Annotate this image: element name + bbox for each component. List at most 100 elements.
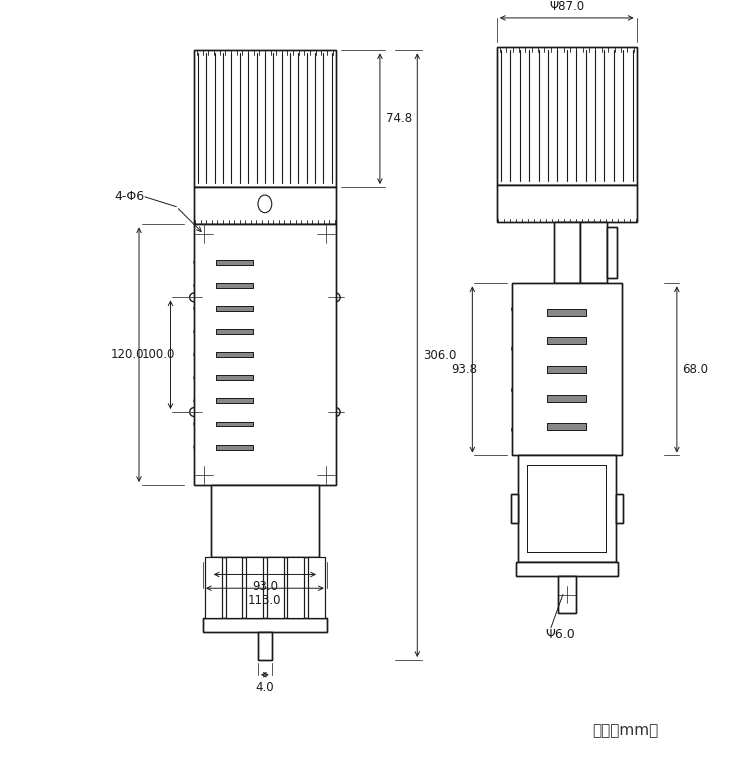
Circle shape: [194, 283, 199, 288]
Bar: [558, 576, 575, 613]
Text: Ψ6.0: Ψ6.0: [545, 628, 574, 640]
Circle shape: [194, 306, 199, 311]
Circle shape: [512, 346, 516, 351]
Circle shape: [194, 398, 199, 403]
Circle shape: [190, 293, 199, 302]
Bar: [547, 423, 586, 430]
Bar: [216, 306, 253, 311]
Text: 93.8: 93.8: [452, 363, 477, 376]
Bar: [580, 223, 607, 283]
Circle shape: [194, 260, 199, 265]
Text: Ψ87.0: Ψ87.0: [549, 0, 584, 13]
Circle shape: [332, 398, 336, 403]
Circle shape: [199, 230, 208, 239]
Circle shape: [332, 352, 336, 357]
Bar: [547, 423, 586, 430]
Bar: [216, 375, 253, 380]
Circle shape: [332, 375, 336, 380]
Circle shape: [321, 470, 331, 480]
Text: 113.0: 113.0: [248, 594, 281, 607]
Bar: [580, 223, 607, 283]
Bar: [194, 51, 336, 187]
Bar: [308, 557, 325, 618]
Bar: [527, 465, 606, 552]
Circle shape: [194, 422, 199, 426]
Bar: [267, 557, 284, 618]
Bar: [518, 455, 616, 562]
Bar: [205, 557, 221, 618]
Bar: [287, 557, 304, 618]
Bar: [216, 398, 253, 403]
Bar: [216, 306, 253, 311]
Text: 306.0: 306.0: [423, 349, 457, 362]
Circle shape: [617, 427, 622, 432]
Bar: [194, 224, 336, 485]
Bar: [216, 283, 253, 288]
Bar: [194, 187, 336, 224]
Bar: [287, 557, 304, 618]
Bar: [515, 562, 618, 576]
Text: 74.8: 74.8: [386, 112, 412, 125]
Circle shape: [562, 590, 572, 600]
Bar: [527, 465, 606, 552]
Circle shape: [332, 260, 336, 265]
Bar: [203, 618, 327, 633]
Bar: [203, 618, 327, 633]
Bar: [216, 352, 253, 357]
Circle shape: [199, 470, 208, 480]
Bar: [547, 394, 586, 401]
Bar: [246, 557, 263, 618]
Bar: [216, 329, 253, 334]
Circle shape: [194, 352, 199, 357]
Circle shape: [512, 307, 516, 312]
Bar: [547, 309, 586, 316]
Bar: [258, 633, 272, 660]
Bar: [211, 485, 319, 557]
Bar: [547, 366, 586, 373]
Text: 93.0: 93.0: [252, 580, 278, 594]
Bar: [511, 494, 518, 524]
Text: 68.0: 68.0: [682, 363, 708, 376]
Bar: [554, 223, 580, 283]
Bar: [558, 576, 575, 613]
Text: 单位（mm）: 单位（mm）: [592, 724, 658, 738]
Circle shape: [190, 408, 199, 416]
Bar: [216, 398, 253, 403]
Circle shape: [617, 346, 622, 351]
Bar: [554, 223, 580, 283]
Bar: [511, 494, 518, 524]
Bar: [216, 375, 253, 380]
Circle shape: [332, 306, 336, 311]
Bar: [258, 633, 272, 660]
Bar: [497, 185, 637, 223]
Bar: [246, 557, 263, 618]
Bar: [308, 557, 325, 618]
Text: 120.0: 120.0: [110, 349, 144, 361]
Circle shape: [332, 445, 336, 450]
Bar: [547, 309, 586, 316]
Circle shape: [617, 307, 622, 312]
Circle shape: [512, 427, 516, 432]
Bar: [216, 422, 253, 426]
Bar: [211, 485, 319, 557]
Bar: [267, 557, 284, 618]
Bar: [226, 557, 242, 618]
Bar: [497, 185, 637, 223]
Circle shape: [332, 293, 340, 302]
Circle shape: [332, 329, 336, 334]
Circle shape: [617, 387, 622, 393]
Bar: [616, 494, 622, 524]
Circle shape: [332, 283, 336, 288]
Bar: [547, 338, 586, 344]
Bar: [194, 187, 336, 224]
Bar: [194, 224, 336, 485]
Bar: [547, 394, 586, 401]
Circle shape: [194, 445, 199, 450]
Text: 4-Φ6: 4-Φ6: [115, 191, 145, 203]
Bar: [216, 260, 253, 265]
Bar: [226, 557, 242, 618]
Bar: [518, 455, 616, 562]
Bar: [497, 47, 637, 185]
Bar: [216, 422, 253, 426]
Bar: [497, 47, 637, 185]
